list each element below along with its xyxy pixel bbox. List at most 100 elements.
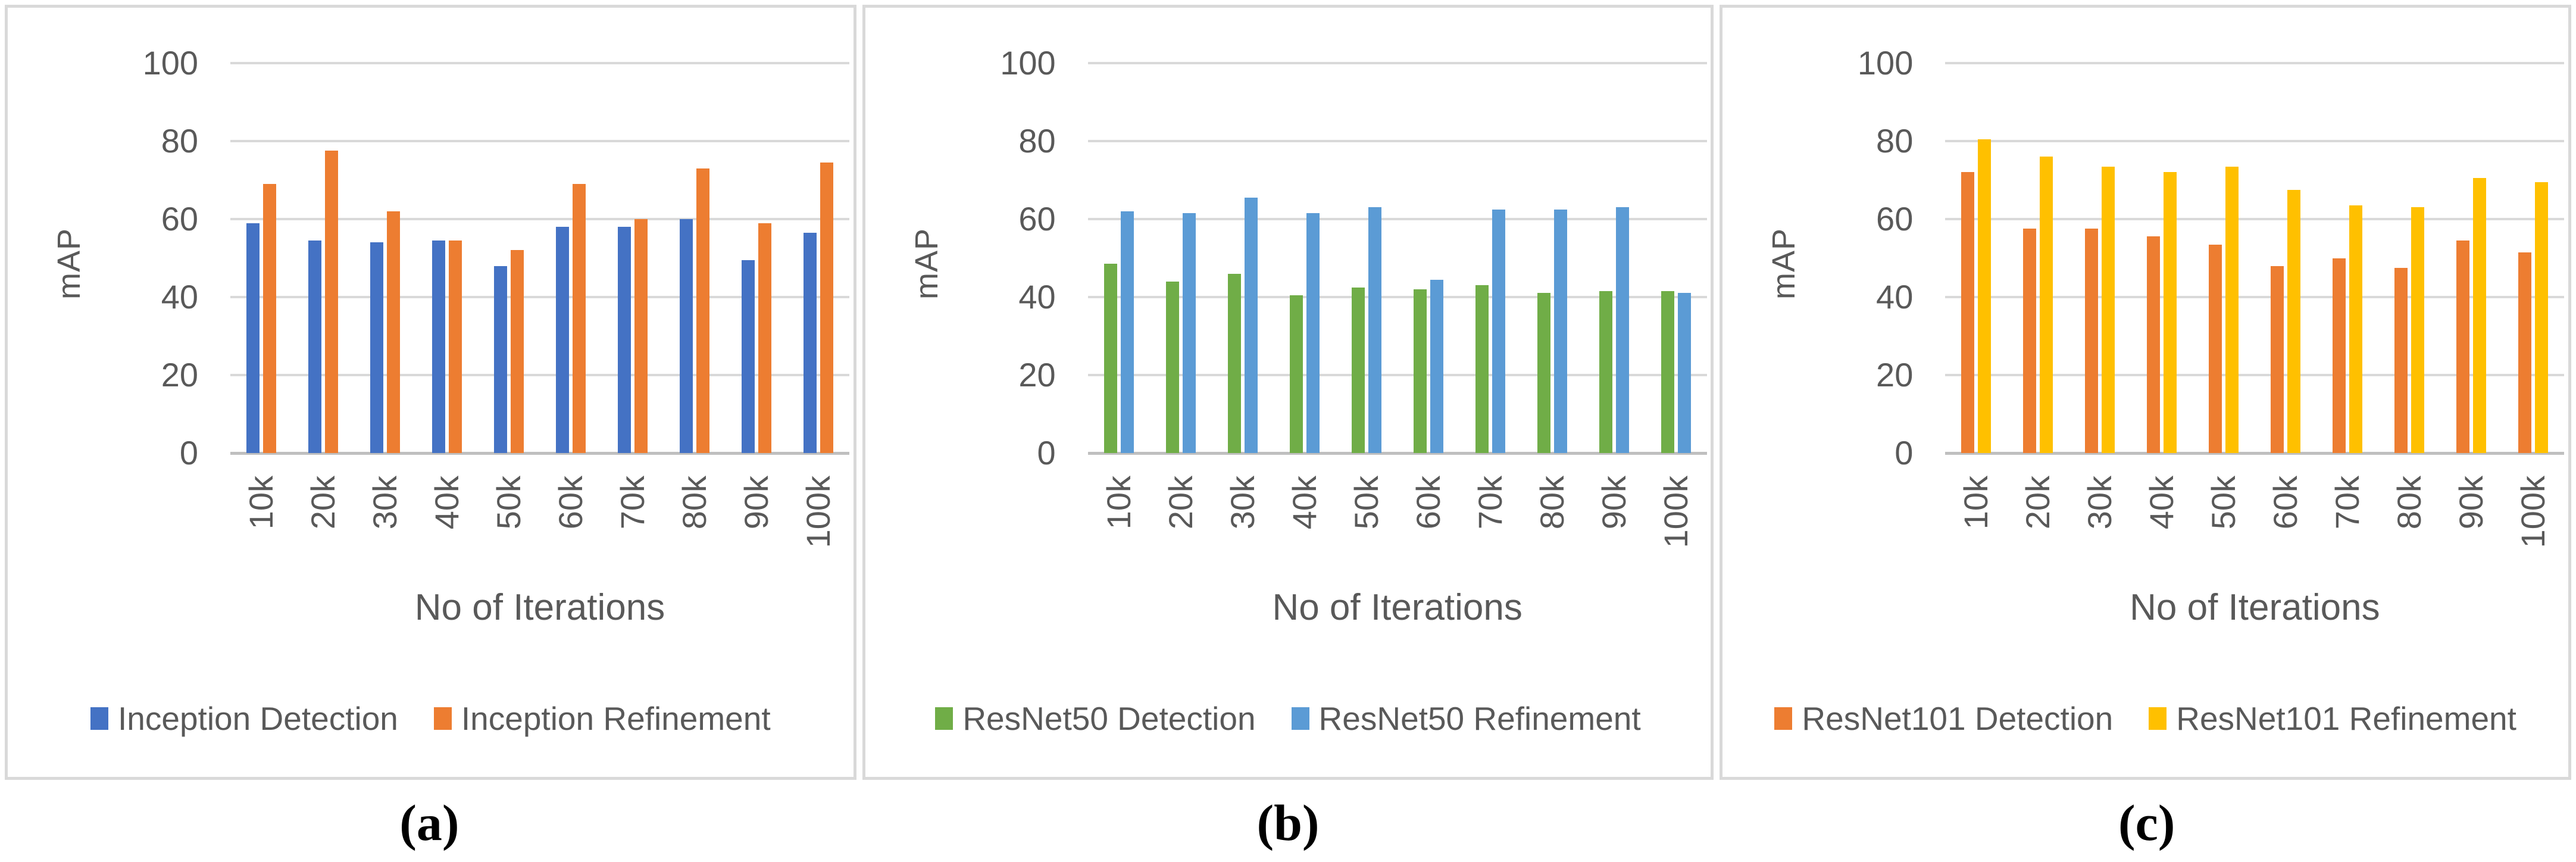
bar xyxy=(2209,244,2222,453)
x-tick-label: 70k xyxy=(614,476,651,530)
bar xyxy=(1244,197,1258,453)
bar xyxy=(2473,178,2487,453)
x-axis-line xyxy=(230,452,849,455)
y-axis-title: mAP xyxy=(1757,180,1811,347)
y-tick-label: 0 xyxy=(179,434,198,471)
gridline xyxy=(230,374,849,376)
gridline xyxy=(1945,296,2565,298)
bar xyxy=(742,260,755,453)
figure-panels: mAP 100 80 60 40 20 0 10k 20k 30k 40k 50k 60k 70k 80k… xyxy=(5,5,2572,780)
bar xyxy=(820,163,833,453)
y-axis-title: mAP xyxy=(900,180,954,347)
y-tick-label: 60 xyxy=(1018,200,1056,238)
gridline xyxy=(230,296,849,298)
x-tick-label: 60k xyxy=(1409,476,1447,530)
bar xyxy=(1165,281,1179,453)
bar xyxy=(1599,291,1612,453)
x-tick-label: 20k xyxy=(1161,476,1199,530)
bar xyxy=(1978,139,1992,453)
y-tick-label: 80 xyxy=(1018,122,1056,160)
bar xyxy=(2164,172,2177,453)
x-tick-label: 70k xyxy=(2328,476,2366,530)
legend-swatch xyxy=(90,707,109,730)
caption-row: (a) (b) (c) xyxy=(0,780,2576,852)
chart-panel-c: mAP 100 80 60 40 20 0 10k 20k 30k 40k 50k 60k 70k 80k… xyxy=(1720,5,2572,780)
y-tick-label: 100 xyxy=(1857,44,1914,82)
legend-item: Inception Detection xyxy=(90,699,398,738)
gridline xyxy=(1945,218,2565,220)
gridline xyxy=(230,218,849,220)
x-axis-line xyxy=(1087,452,1707,455)
bar xyxy=(2394,267,2408,453)
bar xyxy=(449,241,462,453)
legend: ResNet101 Detection ResNet101 Refinement xyxy=(1722,699,2568,738)
y-tick-label: 0 xyxy=(1895,434,1914,471)
legend-item: ResNet101 Detection xyxy=(1774,699,2113,738)
bar xyxy=(804,232,817,453)
gridline xyxy=(1087,62,1707,64)
bar xyxy=(2040,157,2053,453)
bar xyxy=(308,241,321,453)
bar xyxy=(1492,209,1505,453)
legend-label: ResNet101 Refinement xyxy=(2176,700,2516,737)
legend-item: ResNet101 Refinement xyxy=(2149,699,2516,738)
x-axis-line xyxy=(1945,452,2565,455)
bar xyxy=(1413,289,1427,453)
x-tick-label: 30k xyxy=(1223,476,1261,530)
legend-swatch xyxy=(1774,707,1793,730)
bar xyxy=(1475,285,1489,453)
bar xyxy=(2225,166,2239,453)
bar xyxy=(2411,207,2425,453)
bar xyxy=(494,266,507,453)
x-tick-label: 40k xyxy=(428,476,465,530)
bar xyxy=(1351,287,1365,453)
bar xyxy=(1368,207,1381,453)
bar xyxy=(618,227,631,453)
bar xyxy=(2023,229,2037,453)
x-tick-label: 80k xyxy=(1533,476,1571,530)
x-tick-label: 80k xyxy=(2390,476,2428,530)
x-tick-label: 60k xyxy=(2266,476,2305,530)
x-tick-label: 90k xyxy=(737,476,775,530)
bar xyxy=(1615,207,1629,453)
y-tick-label: 40 xyxy=(161,278,198,316)
legend-label: Inception Detection xyxy=(118,700,398,737)
bar xyxy=(758,223,771,453)
bar xyxy=(1961,172,1975,453)
bar xyxy=(325,151,338,453)
bar xyxy=(432,241,445,453)
x-tick-label: 50k xyxy=(2205,476,2243,530)
legend-item: ResNet50 Refinement xyxy=(1291,699,1641,738)
bar xyxy=(1289,295,1303,453)
y-tick-label: 100 xyxy=(1000,44,1056,82)
bar xyxy=(680,219,693,453)
gridline xyxy=(230,62,849,64)
caption-a: (a) xyxy=(399,794,459,851)
y-axis-title-text: mAP xyxy=(1766,227,1802,300)
gridline xyxy=(1087,218,1707,220)
x-tick-label: 20k xyxy=(304,476,342,530)
gridline xyxy=(1087,296,1707,298)
bar xyxy=(2456,241,2470,453)
caption-b: (b) xyxy=(1256,794,1320,851)
chart-panel-b: mAP 100 80 60 40 20 0 10k 20k 30k 40k 50k 60k 70k 80k… xyxy=(862,5,1714,780)
gridline xyxy=(1945,140,2565,142)
x-axis-title: No of Iterations xyxy=(1272,587,1523,628)
chart-panel-a: mAP 100 80 60 40 20 0 10k 20k 30k 40k 50k 60k 70k 80k… xyxy=(5,5,856,780)
bar xyxy=(1120,211,1134,453)
x-tick-label: 30k xyxy=(2081,476,2119,530)
x-tick-label: 30k xyxy=(366,476,404,530)
legend-label: ResNet50 Refinement xyxy=(1318,700,1641,737)
y-tick-label: 100 xyxy=(142,44,198,82)
legend-swatch xyxy=(935,707,954,730)
x-tick-label: 20k xyxy=(2019,476,2057,530)
x-tick-label: 40k xyxy=(2143,476,2181,530)
y-tick-label: 20 xyxy=(161,356,198,393)
x-tick-label: 100k xyxy=(799,476,837,548)
gridline xyxy=(1945,62,2565,64)
legend-swatch xyxy=(433,707,452,730)
legend-label: ResNet50 Detection xyxy=(962,700,1256,737)
x-tick-label: 100k xyxy=(1656,476,1695,548)
legend-label: ResNet101 Detection xyxy=(1802,700,2114,737)
bar xyxy=(2333,258,2346,453)
